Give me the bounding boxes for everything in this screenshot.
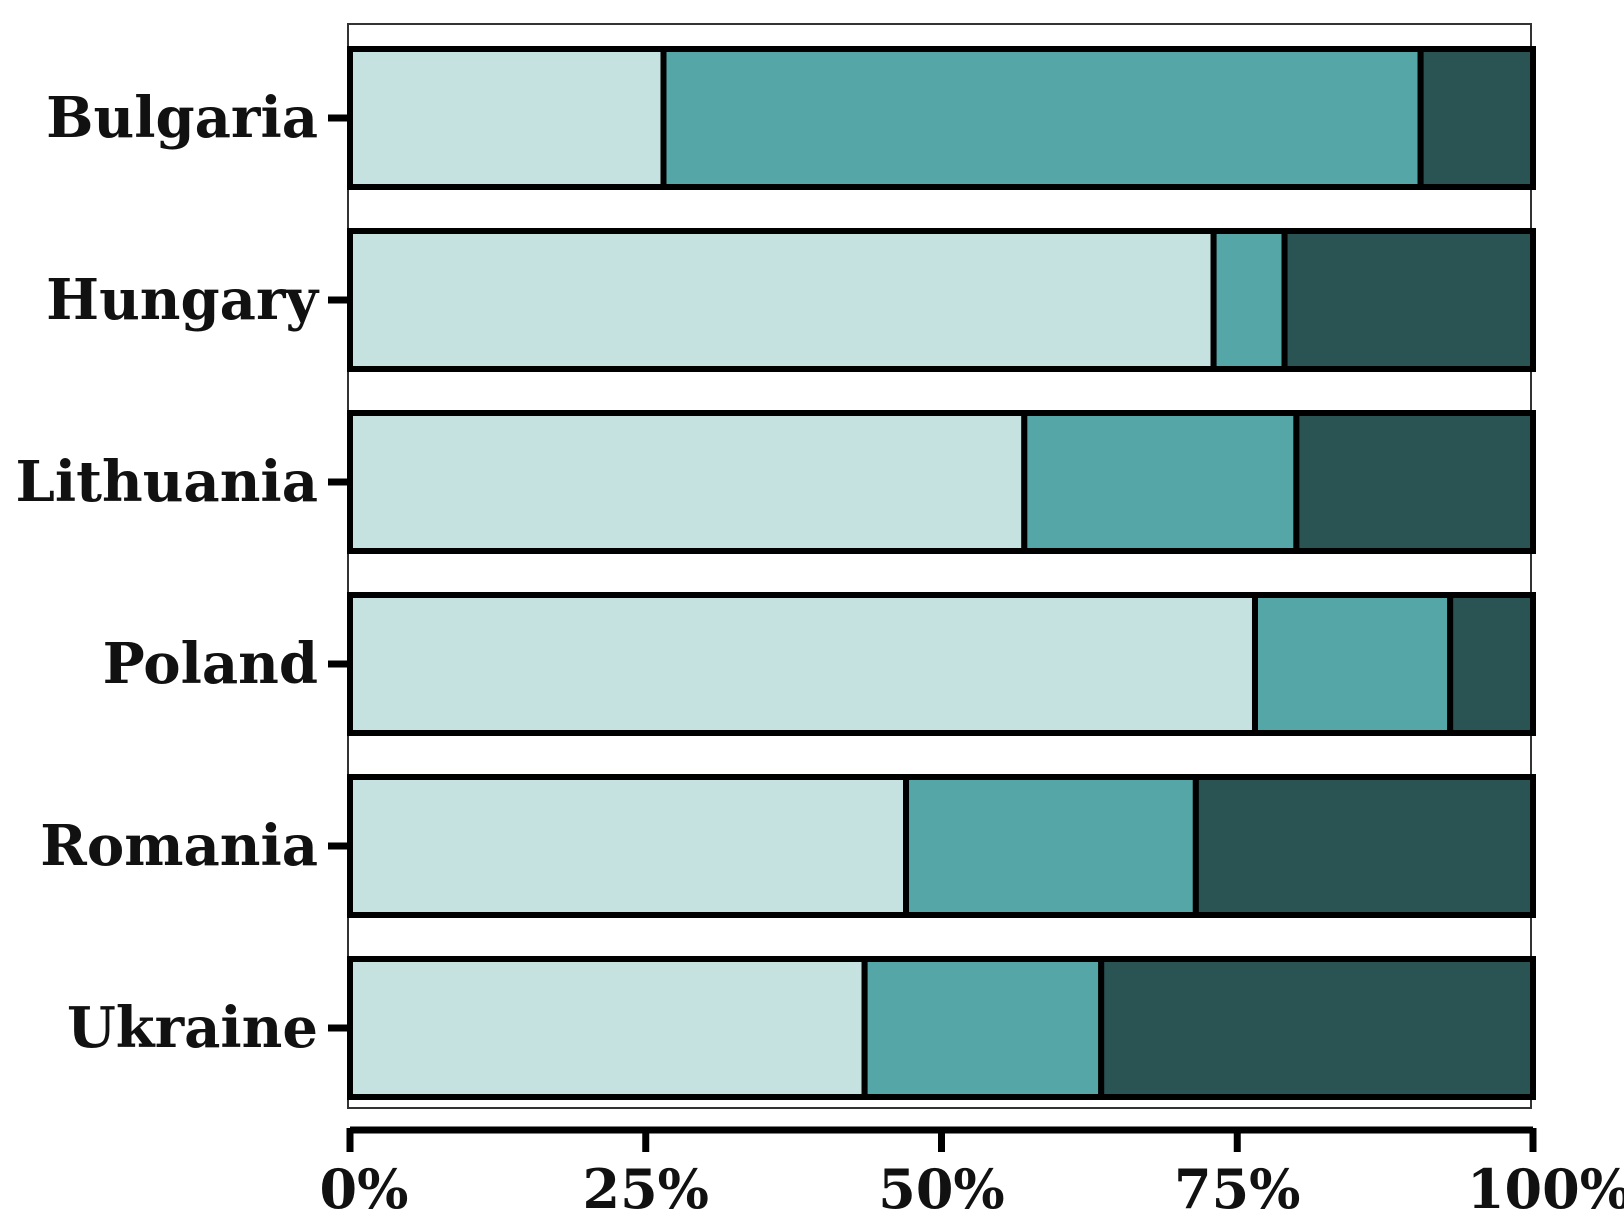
bar-segment-poland-3 xyxy=(1447,592,1536,736)
bar-segment-hungary-2 xyxy=(1210,228,1288,372)
bar-segment-ukraine-1 xyxy=(347,956,868,1100)
category-label-poland: Poland xyxy=(103,631,318,697)
category-label-hungary: Hungary xyxy=(46,267,319,333)
category-label-bulgaria: Bulgaria xyxy=(46,85,318,151)
bar-segment-bulgaria-2 xyxy=(660,46,1424,190)
x-tick-label-75: 75% xyxy=(1174,1157,1300,1217)
bar-segment-romania-3 xyxy=(1192,774,1536,918)
x-tick-label-100: 100% xyxy=(1467,1157,1624,1217)
bar-segment-poland-1 xyxy=(347,592,1258,736)
bar-segment-lithuania-3 xyxy=(1293,410,1537,554)
category-label-romania: Romania xyxy=(40,813,318,879)
x-tick-label-25: 25% xyxy=(583,1157,709,1217)
category-label-ukraine: Ukraine xyxy=(67,995,318,1061)
bar-segment-lithuania-1 xyxy=(347,410,1028,554)
bar-segment-romania-2 xyxy=(903,774,1199,918)
bar-segment-hungary-3 xyxy=(1281,228,1536,372)
bar-segment-ukraine-2 xyxy=(861,956,1105,1100)
bar-segment-lithuania-2 xyxy=(1021,410,1300,554)
y-axis: Bulgaria Hungary Lithuania Poland Romania Ukr… xyxy=(15,85,348,1061)
x-axis: 0% 25% 50% 75% 100% xyxy=(320,1126,1624,1217)
bar-segment-ukraine-3 xyxy=(1098,956,1536,1100)
bar-segment-poland-2 xyxy=(1251,592,1454,736)
bar-segment-romania-1 xyxy=(347,774,910,918)
bar-segment-bulgaria-1 xyxy=(347,46,667,190)
bars-group xyxy=(347,46,1537,1100)
bar-segment-bulgaria-3 xyxy=(1417,46,1536,190)
plot-panel xyxy=(347,23,1532,1109)
x-tick-label-50: 50% xyxy=(878,1157,1004,1217)
bar-segment-hungary-1 xyxy=(347,228,1217,372)
x-tick-label-0: 0% xyxy=(320,1157,409,1217)
category-label-lithuania: Lithuania xyxy=(15,449,318,515)
